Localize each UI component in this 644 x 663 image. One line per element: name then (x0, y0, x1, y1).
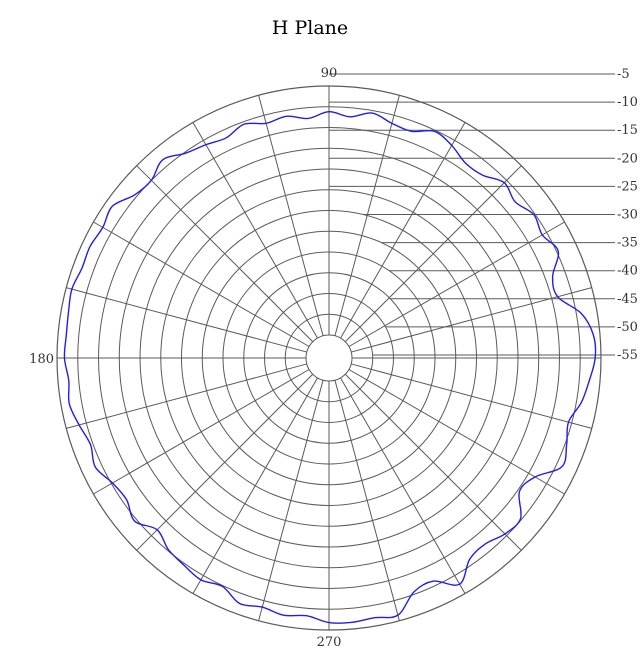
series-line (63, 111, 597, 624)
chart-title: H Plane (272, 17, 348, 39)
radial-ring (181, 210, 477, 506)
angle-tick-label: 270 (317, 635, 342, 650)
series-layer (63, 111, 597, 624)
radial-tick-label: -30 (617, 208, 638, 223)
radial-tick-label: -25 (617, 179, 638, 194)
radial-ring (118, 147, 540, 569)
radial-ring (77, 106, 581, 610)
radial-tick-labels: -5 -10 -15 -20 -25 -30 -35 -40 -45 -50 -55 (617, 67, 638, 363)
radial-tick-label: -5 (617, 67, 630, 82)
radial-tick-label: -10 (617, 95, 638, 110)
radial-ring (305, 334, 353, 382)
angle-grid (57, 86, 601, 630)
radial-tick-label: -20 (617, 151, 638, 166)
angle-tick-labels: 90 180 270 (29, 66, 341, 650)
radial-tick-lines (329, 73, 615, 356)
radial-tick-label: -40 (617, 264, 638, 279)
radial-tick-label: -50 (617, 320, 638, 335)
radial-ring (160, 189, 498, 527)
radial-ring (139, 168, 519, 548)
radial-ring (201, 230, 457, 486)
radial-tick-label: -15 (617, 123, 638, 138)
radial-grid (56, 85, 602, 631)
radial-tick-label: -55 (617, 348, 638, 363)
radial-ring (284, 313, 374, 403)
angle-tick-label: 90 (321, 66, 338, 81)
radial-ring (243, 272, 415, 444)
radial-tick-label: -45 (617, 292, 638, 307)
radial-ring (222, 251, 436, 465)
angle-tick-label: 180 (29, 352, 54, 367)
outer-ring (56, 85, 602, 631)
radial-tick-label: -35 (617, 236, 638, 251)
radial-ring (264, 293, 394, 423)
radial-ring (98, 127, 560, 589)
